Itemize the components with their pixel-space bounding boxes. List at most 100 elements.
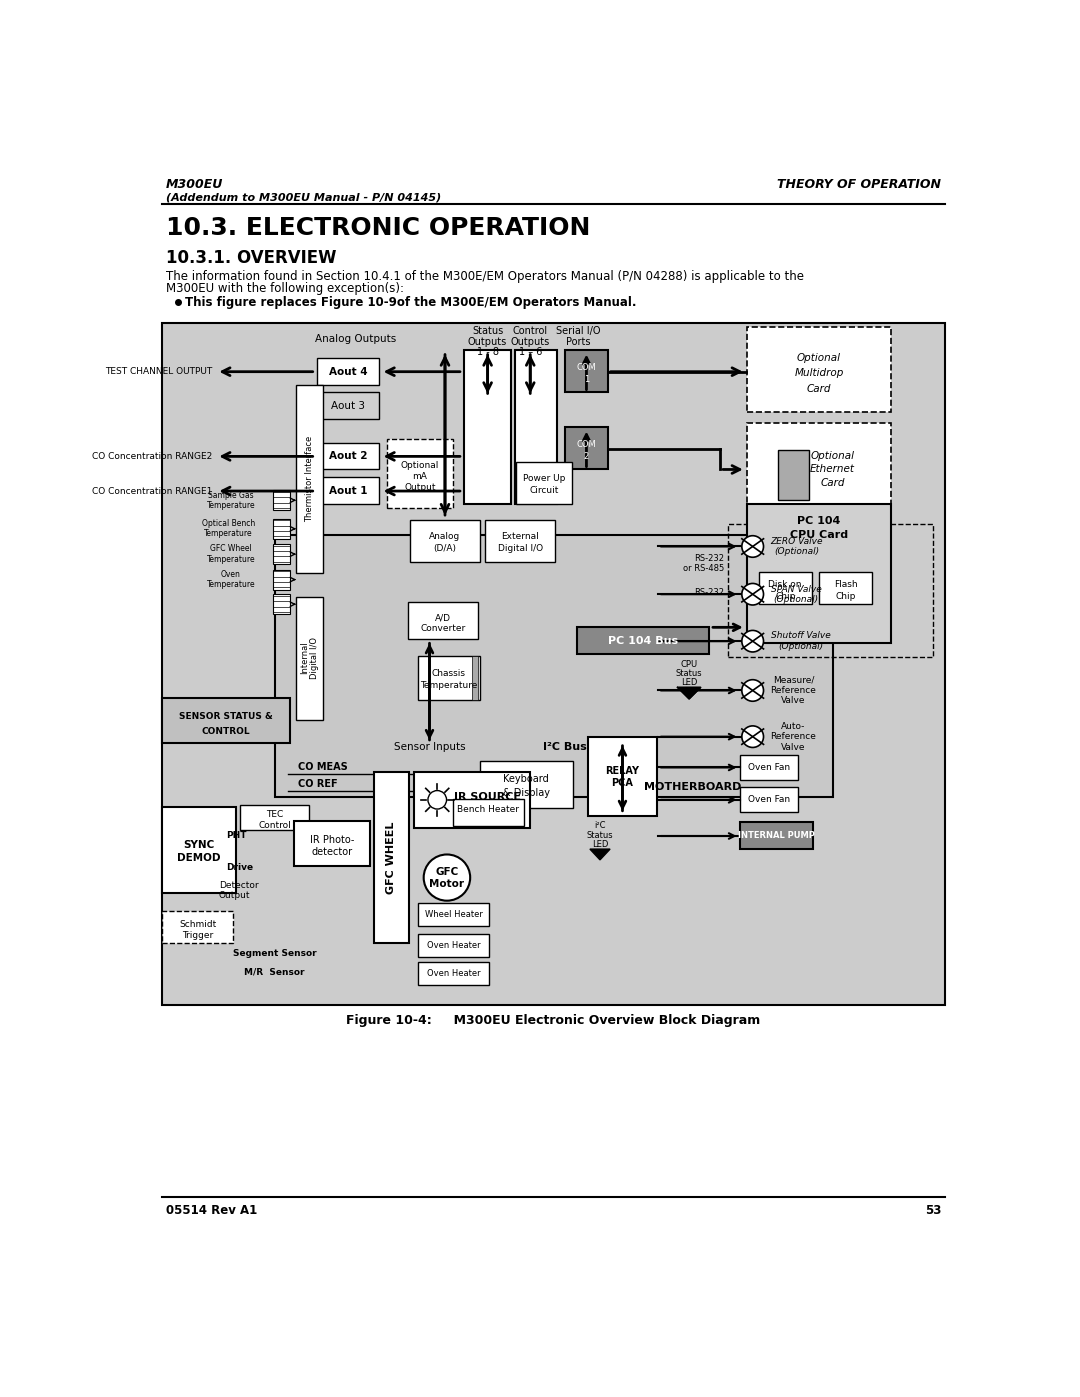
Text: THEORY OF OPERATION: THEORY OF OPERATION <box>777 177 941 191</box>
Text: Status: Status <box>586 831 613 840</box>
FancyBboxPatch shape <box>453 799 524 826</box>
Text: Analog: Analog <box>430 532 461 541</box>
Text: mA: mA <box>413 472 428 481</box>
Circle shape <box>742 680 764 701</box>
FancyBboxPatch shape <box>294 821 369 866</box>
Circle shape <box>423 855 470 901</box>
Text: Figure 10-4:     M300EU Electronic Overview Block Diagram: Figure 10-4: M300EU Electronic Overview … <box>347 1014 760 1027</box>
Text: CO Concentration RANGE1: CO Concentration RANGE1 <box>92 486 213 496</box>
Text: RELAY: RELAY <box>606 766 639 775</box>
Text: SYNC: SYNC <box>184 840 215 851</box>
FancyBboxPatch shape <box>747 504 891 643</box>
Text: Optional: Optional <box>797 353 841 363</box>
FancyBboxPatch shape <box>779 450 809 500</box>
FancyBboxPatch shape <box>240 805 309 830</box>
Text: Temperature: Temperature <box>420 680 477 690</box>
FancyBboxPatch shape <box>565 351 608 393</box>
Text: Auto-
Reference
Valve: Auto- Reference Valve <box>770 722 816 752</box>
Text: CO REF: CO REF <box>298 780 337 789</box>
Text: 10.3.1. OVERVIEW: 10.3.1. OVERVIEW <box>166 249 337 267</box>
Text: IR SOURCE: IR SOURCE <box>454 792 522 802</box>
Text: or RS-485: or RS-485 <box>683 564 724 573</box>
FancyBboxPatch shape <box>740 788 798 812</box>
Text: & Display: & Display <box>503 788 550 798</box>
Text: Detector: Detector <box>218 880 258 890</box>
FancyBboxPatch shape <box>418 902 489 926</box>
Text: Outputs: Outputs <box>511 338 550 348</box>
Text: External: External <box>501 532 539 541</box>
Text: CONTROL: CONTROL <box>202 726 251 736</box>
Text: i²C: i²C <box>594 821 606 830</box>
FancyBboxPatch shape <box>747 423 891 511</box>
FancyBboxPatch shape <box>318 393 379 419</box>
Text: PHT: PHT <box>227 831 247 840</box>
Text: Card: Card <box>807 384 832 394</box>
FancyBboxPatch shape <box>418 933 489 957</box>
FancyBboxPatch shape <box>273 518 291 539</box>
FancyBboxPatch shape <box>162 911 233 943</box>
FancyBboxPatch shape <box>740 823 813 849</box>
Text: Internal
Digital I/O: Internal Digital I/O <box>300 637 320 679</box>
Text: Shutoff Valve
(Optional): Shutoff Valve (Optional) <box>770 631 831 651</box>
Text: Multidrop: Multidrop <box>794 369 843 379</box>
FancyBboxPatch shape <box>414 773 530 827</box>
Text: CO MEAS: CO MEAS <box>298 763 348 773</box>
Circle shape <box>742 584 764 605</box>
Text: Optional: Optional <box>401 461 438 471</box>
Text: 53: 53 <box>924 1204 941 1218</box>
Text: SENSOR STATUS &: SENSOR STATUS & <box>179 712 273 721</box>
FancyBboxPatch shape <box>759 571 811 605</box>
FancyBboxPatch shape <box>472 655 478 700</box>
Text: Status: Status <box>676 669 702 678</box>
Text: Aout 1: Aout 1 <box>329 486 367 496</box>
Text: Aout 4: Aout 4 <box>328 366 367 377</box>
FancyBboxPatch shape <box>410 520 480 562</box>
Text: Thermistor Interface: Thermistor Interface <box>306 436 314 522</box>
Text: Ports: Ports <box>566 338 591 348</box>
Text: GFC: GFC <box>435 868 459 877</box>
Text: The information found in Section 10.4.1 of the M300E/EM Operators Manual (P/N 04: The information found in Section 10.4.1 … <box>166 271 804 284</box>
Text: (Addendum to M300EU Manual - P/N 04145): (Addendum to M300EU Manual - P/N 04145) <box>166 193 442 203</box>
FancyBboxPatch shape <box>747 327 891 412</box>
FancyBboxPatch shape <box>480 760 572 809</box>
FancyBboxPatch shape <box>374 773 408 943</box>
Circle shape <box>742 630 764 652</box>
Text: Oven
Temperature: Oven Temperature <box>206 570 255 590</box>
Text: RS-232: RS-232 <box>694 553 724 563</box>
Text: GFC WHEEL: GFC WHEEL <box>387 821 396 894</box>
Text: CPU Card: CPU Card <box>789 529 848 539</box>
Text: Oven Heater: Oven Heater <box>427 970 481 978</box>
FancyBboxPatch shape <box>318 478 379 504</box>
FancyBboxPatch shape <box>515 351 557 504</box>
Text: COM: COM <box>577 363 596 372</box>
FancyBboxPatch shape <box>296 384 323 573</box>
Text: Power Up: Power Up <box>523 474 566 483</box>
Text: 1: 1 <box>584 374 589 384</box>
Text: Output: Output <box>404 483 435 492</box>
Text: LED: LED <box>680 679 698 687</box>
Text: Optional: Optional <box>810 451 854 461</box>
FancyBboxPatch shape <box>162 806 235 893</box>
Text: Serial I/O: Serial I/O <box>556 326 600 335</box>
Text: COM: COM <box>577 440 596 448</box>
Text: Oven Fan: Oven Fan <box>747 795 789 805</box>
FancyBboxPatch shape <box>273 594 291 615</box>
Text: I²C Bus: I²C Bus <box>543 742 588 752</box>
Text: TEST CHANNEL OUTPUT: TEST CHANNEL OUTPUT <box>105 367 213 376</box>
Text: GFC Wheel
Temperature: GFC Wheel Temperature <box>206 545 255 564</box>
FancyBboxPatch shape <box>274 535 833 796</box>
Text: Circuit: Circuit <box>529 486 558 495</box>
Text: detector: detector <box>311 847 352 858</box>
Text: 05514 Rev A1: 05514 Rev A1 <box>166 1204 257 1218</box>
Text: TEC: TEC <box>266 810 283 819</box>
Text: SPAN Valve
(Optional): SPAN Valve (Optional) <box>770 584 821 604</box>
Text: Chip: Chip <box>775 592 795 601</box>
Text: Oven Fan: Oven Fan <box>747 763 789 773</box>
FancyBboxPatch shape <box>740 756 798 780</box>
Text: Segment Sensor: Segment Sensor <box>232 949 316 957</box>
Text: M/R  Sensor: M/R Sensor <box>244 968 305 977</box>
Text: Keyboard: Keyboard <box>503 774 550 784</box>
Text: M300EU: M300EU <box>166 177 224 191</box>
Text: 1 - 8: 1 - 8 <box>476 348 499 358</box>
Circle shape <box>742 535 764 557</box>
